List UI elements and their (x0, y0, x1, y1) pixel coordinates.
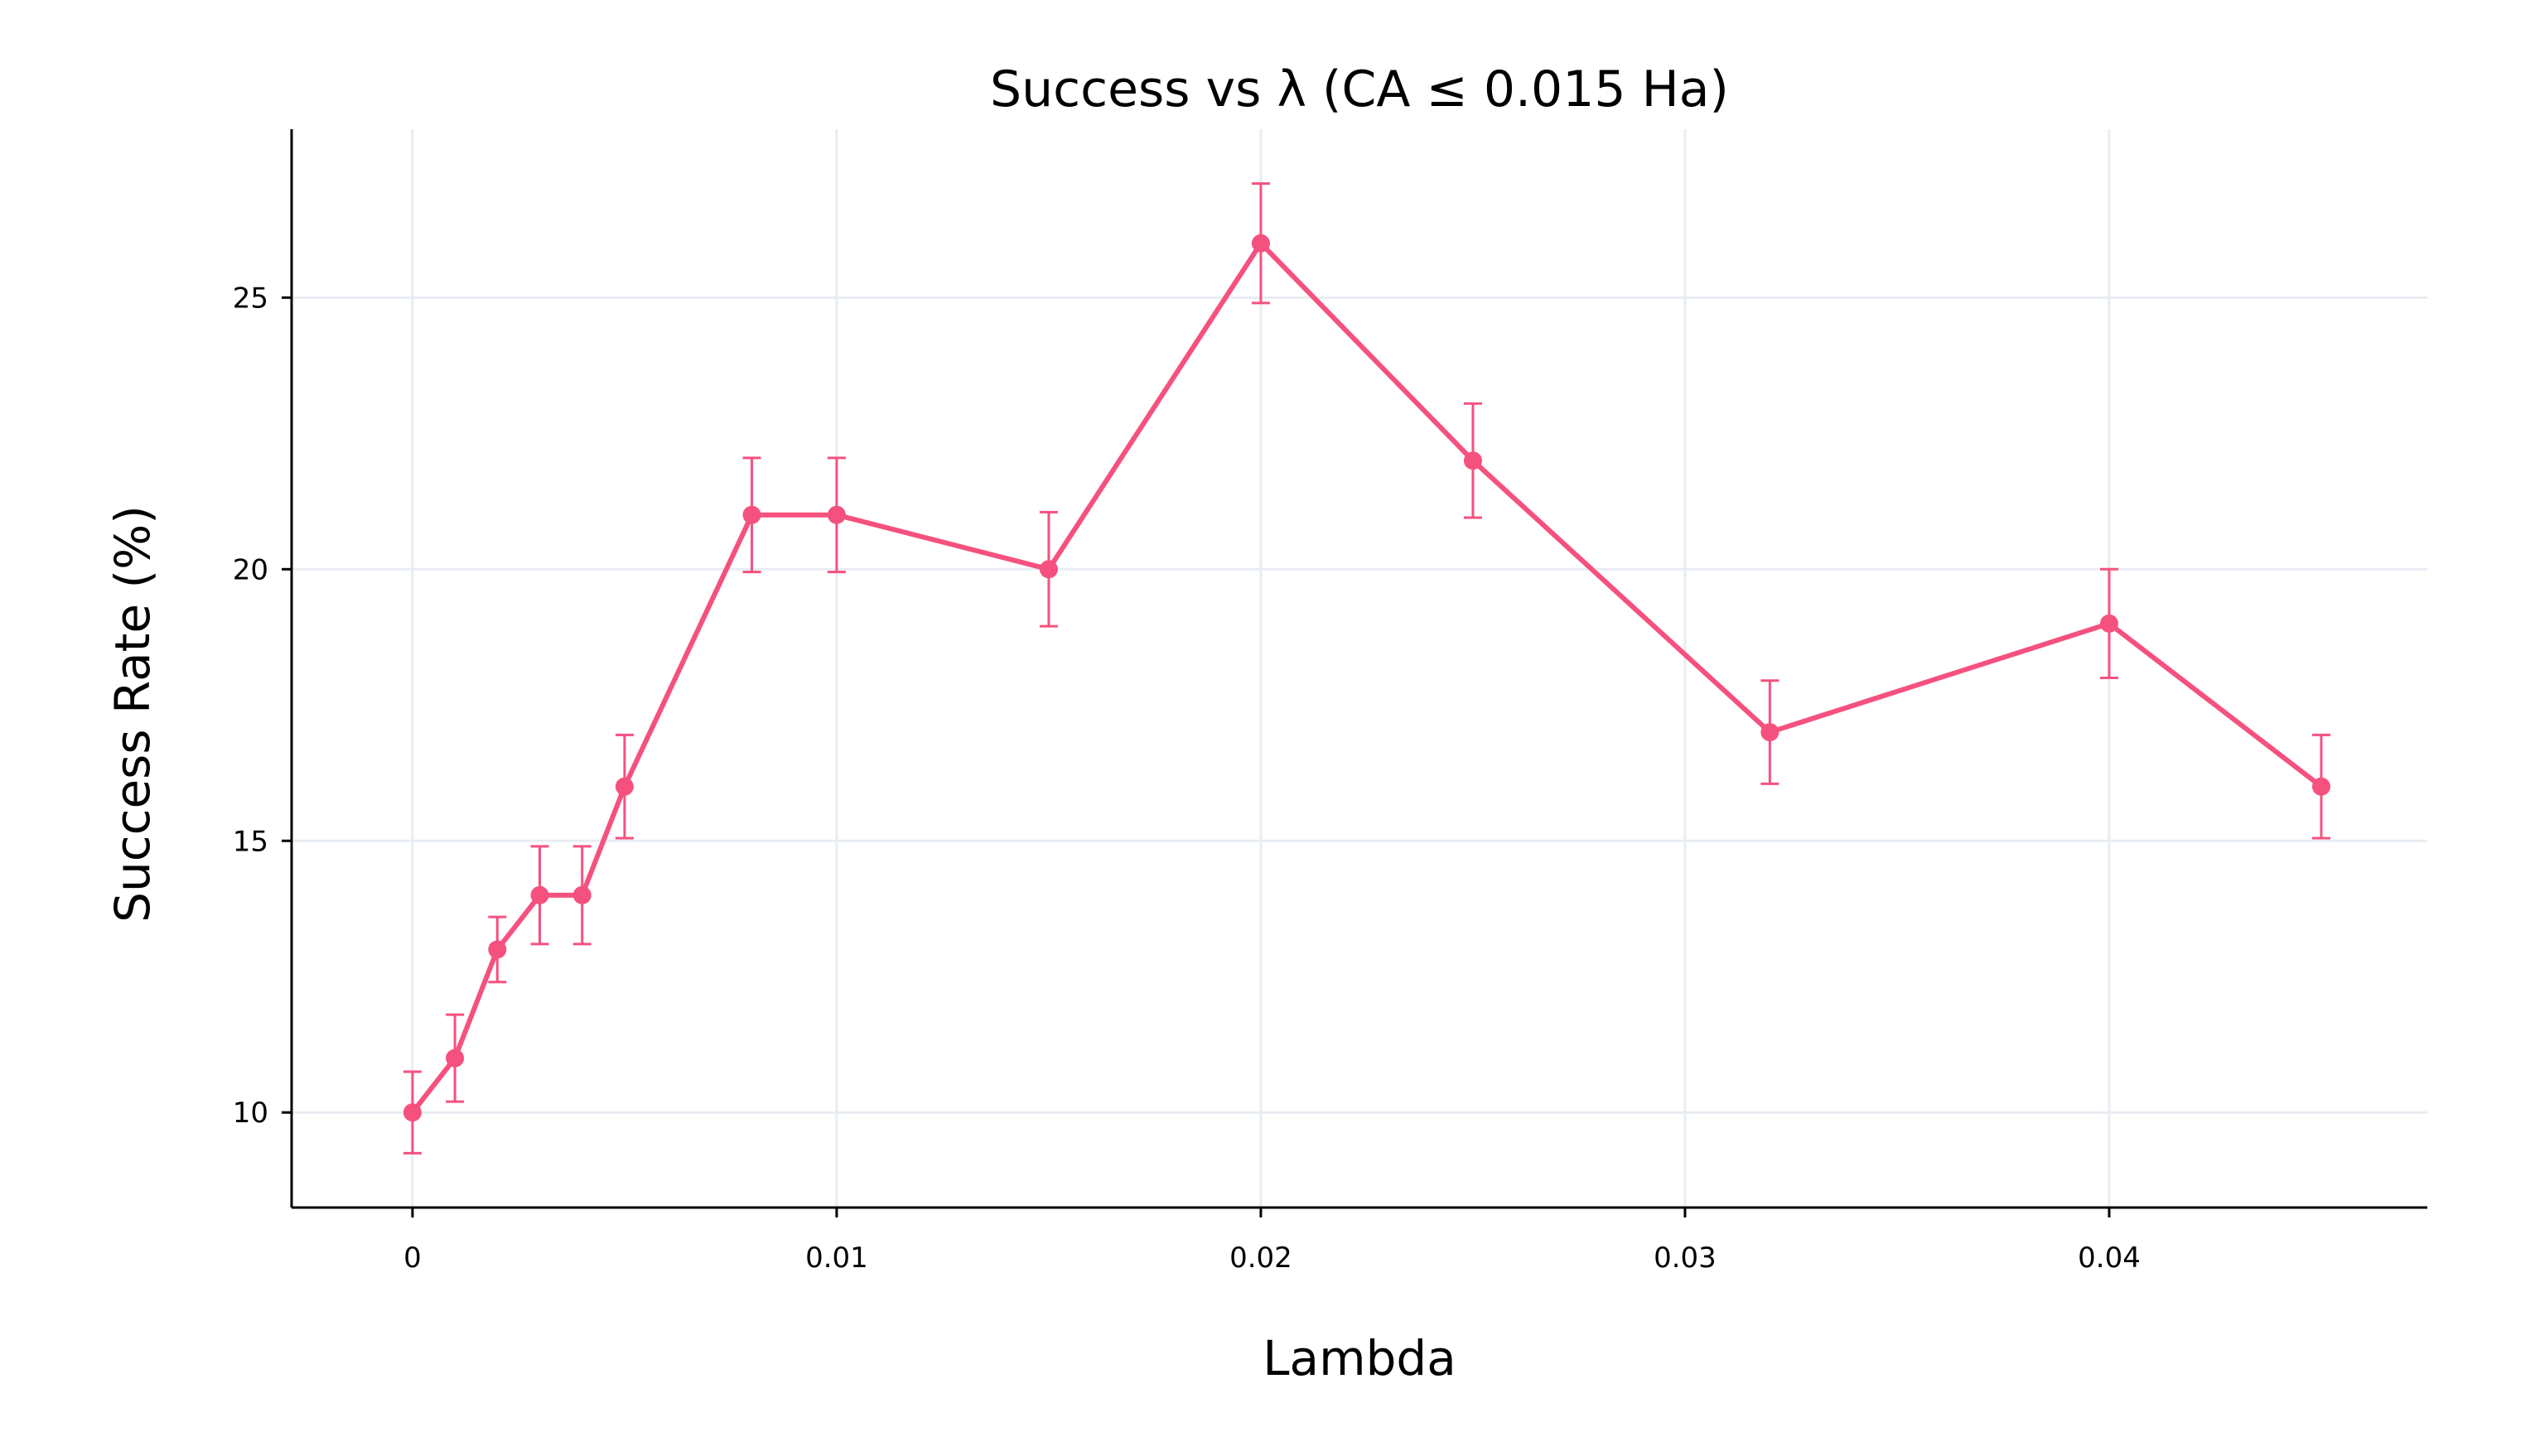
data-point (572, 885, 592, 904)
data-point (1760, 723, 1779, 742)
series-line (409, 240, 2324, 1116)
y-tick-label: 20 (233, 553, 268, 586)
x-axis-title: Lambda (1263, 1330, 1456, 1386)
series-layer (403, 182, 2330, 1155)
data-point (2099, 614, 2118, 633)
data-point (2311, 777, 2330, 796)
x-tick-label: 0.02 (1229, 1241, 1292, 1275)
data-point (1251, 234, 1270, 253)
grid-layer (292, 129, 2427, 1208)
x-tick-label: 0 (403, 1241, 422, 1275)
data-point (1463, 451, 1482, 470)
axis-layer (290, 129, 2427, 1209)
x-tick-label: 0.01 (805, 1241, 868, 1275)
y-tick-label: 10 (233, 1097, 268, 1130)
data-point (615, 777, 634, 796)
data-point (488, 940, 507, 959)
y-axis-title: Success Rate (%) (104, 505, 161, 923)
y-tick-label: 15 (233, 825, 268, 858)
x-tick-label: 0.03 (1654, 1241, 1717, 1275)
data-point (530, 885, 549, 904)
tick-layer: 0 0.01 0.02 0.03 0.04 10 15 20 25 (233, 282, 2141, 1275)
data-point (1039, 560, 1058, 579)
data-point (403, 1103, 422, 1122)
x-tick-label: 0.04 (2078, 1241, 2141, 1275)
chart-title: Success vs λ (CA ≤ 0.015 Ha) (990, 60, 1729, 118)
data-point (742, 505, 761, 524)
data-point (827, 505, 846, 524)
data-point (446, 1049, 465, 1068)
y-tick-label: 25 (233, 282, 268, 315)
